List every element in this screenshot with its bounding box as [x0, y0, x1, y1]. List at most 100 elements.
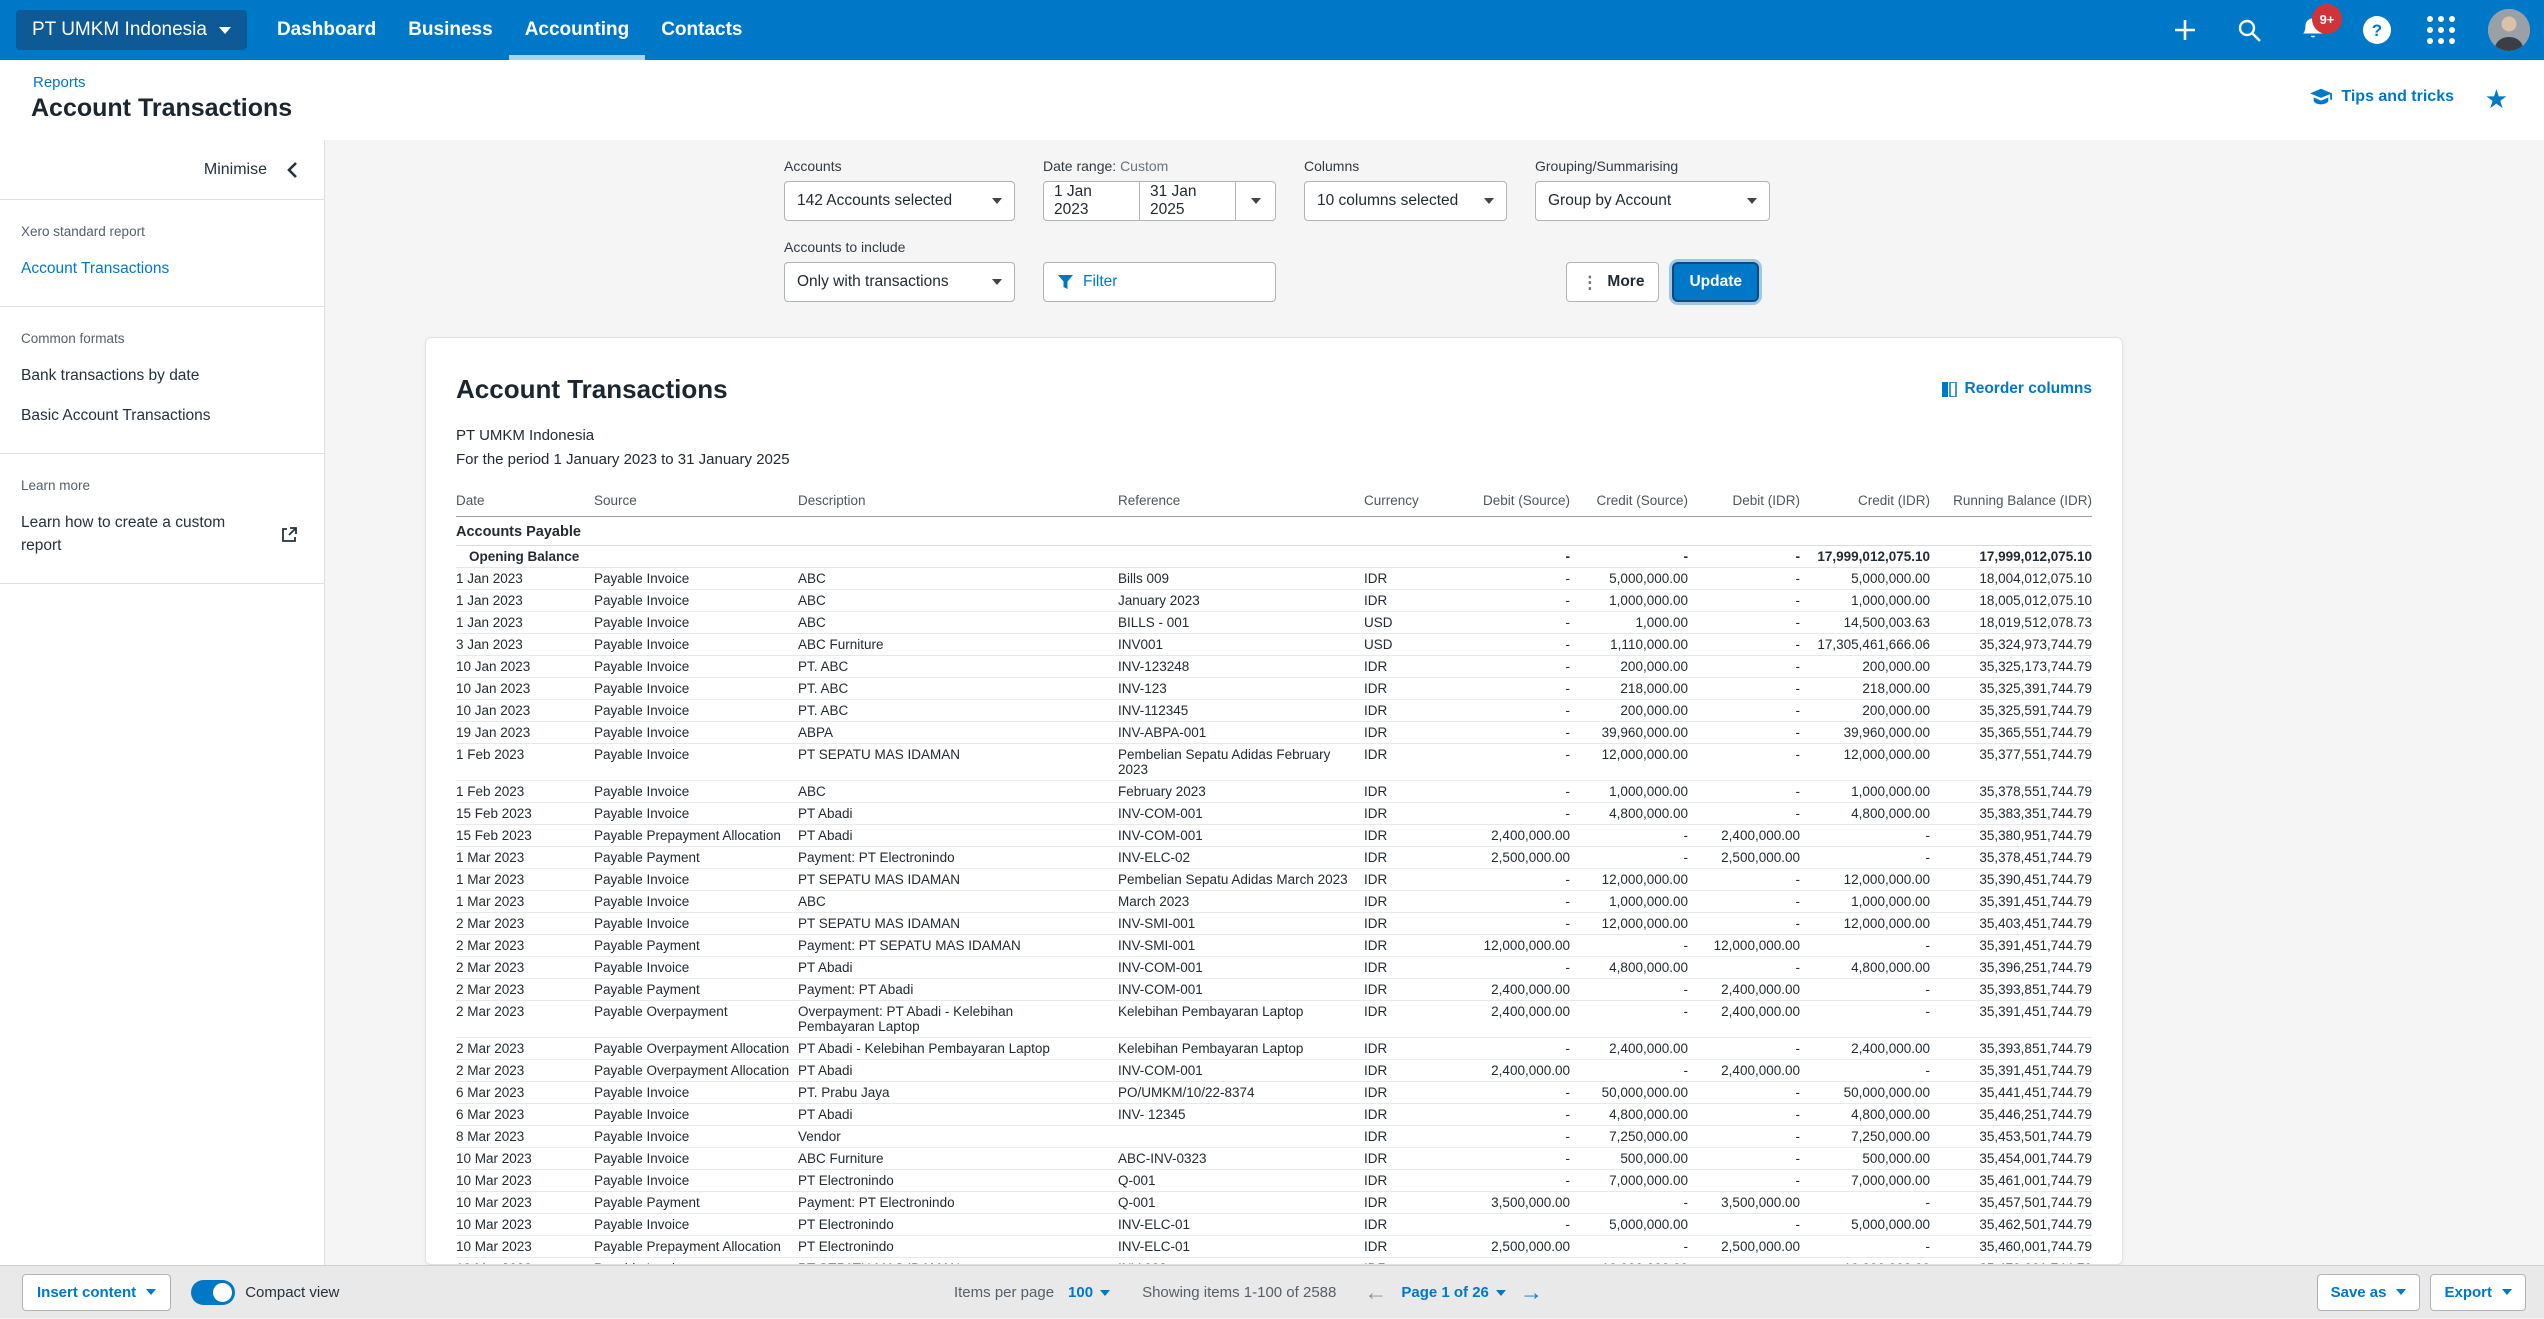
chevron-down-icon [1250, 198, 1261, 204]
more-button[interactable]: ⋮ More [1566, 262, 1660, 302]
cell-reference: INV- 12345 [1118, 1103, 1364, 1126]
cell-currency: IDR [1364, 1081, 1452, 1104]
cell-source: Payable Invoice [594, 912, 798, 935]
insert-content-button[interactable]: Insert content [22, 1273, 172, 1311]
grouping-select[interactable]: Group by Account [1535, 181, 1770, 221]
cell-running-balance: 35,324,973,744.79 [1930, 633, 2092, 656]
table-row[interactable]: 2 Mar 2023 Payable Invoice PT Abadi INV-… [456, 956, 2092, 979]
org-selector[interactable]: PT UMKM Indonesia [16, 10, 247, 50]
add-icon[interactable] [2168, 13, 2202, 47]
table-row[interactable]: 10 Mar 2023 Payable Invoice ABC Furnitur… [456, 1147, 2092, 1170]
table-row[interactable]: 2 Mar 2023 Payable Payment Payment: PT A… [456, 978, 2092, 1001]
col-header-credit-source[interactable]: Credit (Source) [1570, 488, 1688, 517]
date-range-dropdown[interactable] [1236, 181, 1276, 221]
table-row[interactable]: 2 Mar 2023 Payable Overpayment Overpayme… [456, 1000, 2092, 1038]
table-row[interactable]: 1 Feb 2023 Payable Invoice ABC February … [456, 780, 2092, 803]
columns-select[interactable]: 10 columns selected [1304, 181, 1507, 221]
items-per-page-select[interactable]: 100 [1068, 1284, 1111, 1301]
update-button[interactable]: Update [1672, 262, 1759, 302]
col-header-debit-idr[interactable]: Debit (IDR) [1688, 488, 1800, 517]
table-row[interactable]: 10 Jan 2023 Payable Invoice PT. ABC INV-… [456, 699, 2092, 722]
table-row[interactable]: 10 Mar 2023 Payable Invoice PT Electroni… [456, 1213, 2092, 1236]
cell-source: Payable Invoice [594, 780, 798, 803]
notifications-bell-icon[interactable]: 9+ [2296, 4, 2342, 47]
sidebar-item-learn-custom-report[interactable]: Learn how to create a custom report [21, 513, 226, 554]
table-row[interactable]: 19 Jan 2023 Payable Invoice ABPA INV-ABP… [456, 721, 2092, 744]
col-header-running-balance[interactable]: Running Balance (IDR) [1930, 488, 2092, 517]
table-row[interactable]: 6 Mar 2023 Payable Invoice PT Abadi INV-… [456, 1103, 2092, 1126]
favourite-star-icon[interactable]: ★ [2484, 84, 2508, 114]
table-row[interactable]: 6 Mar 2023 Payable Invoice PT. Prabu Jay… [456, 1081, 2092, 1104]
cell-debit-idr: - [1688, 780, 1800, 803]
main-nav: Dashboard Business Accounting Contacts [261, 0, 759, 60]
user-avatar[interactable] [2488, 9, 2530, 51]
date-to-input[interactable]: 31 Jan 2025 [1140, 181, 1236, 221]
reorder-columns-link[interactable]: Reorder columns [1941, 380, 2092, 398]
col-header-source[interactable]: Source [594, 488, 798, 517]
table-row[interactable]: 10 Mar 2023 Payable Payment Payment: PT … [456, 1191, 2092, 1214]
cell-credit-idr: 10,000,000.00 [1800, 1257, 1930, 1264]
cell-running-balance: 35,403,451,744.79 [1930, 912, 2092, 935]
table-row[interactable]: 1 Jan 2023 Payable Invoice ABC BILLS - 0… [456, 611, 2092, 634]
nav-item-accounting[interactable]: Accounting [508, 0, 646, 60]
sidebar-item-account-transactions[interactable]: Account Transactions [21, 260, 170, 277]
opening-balance-label: Opening Balance [456, 545, 1452, 568]
col-header-date[interactable]: Date [456, 488, 594, 517]
nav-item-contacts[interactable]: Contacts [661, 19, 743, 40]
table-row[interactable]: 1 Jan 2023 Payable Invoice ABC January 2… [456, 589, 2092, 612]
sidebar-heading: Xero standard report [21, 224, 145, 239]
table-row[interactable]: 3 Jan 2023 Payable Invoice ABC Furniture… [456, 633, 2092, 656]
table-row[interactable]: 10 Mar 2023 Payable Invoice PT Electroni… [456, 1169, 2092, 1192]
table-row[interactable]: 2 Mar 2023 Payable Payment Payment: PT S… [456, 934, 2092, 957]
cell-debit-idr: 2,500,000.00 [1688, 846, 1800, 869]
search-icon[interactable] [2232, 13, 2266, 47]
apps-grid-icon[interactable] [2424, 13, 2458, 47]
next-page-arrow[interactable]: → [1519, 1279, 1543, 1305]
table-row[interactable]: 2 Mar 2023 Payable Invoice PT SEPATU MAS… [456, 912, 2092, 935]
table-row[interactable]: 1 Mar 2023 Payable Invoice ABC March 202… [456, 890, 2092, 913]
col-header-credit-idr[interactable]: Credit (IDR) [1800, 488, 1930, 517]
save-as-button[interactable]: Save as [2316, 1273, 2421, 1311]
col-header-reference[interactable]: Reference [1118, 488, 1364, 517]
cell-currency: IDR [1364, 1169, 1452, 1192]
breadcrumb-reports[interactable]: Reports [33, 74, 86, 91]
sidebar-item-basic-account-transactions[interactable]: Basic Account Transactions [21, 406, 211, 424]
cell-running-balance: 18,005,012,075.10 [1930, 589, 2092, 612]
sidebar-minimise-button[interactable]: Minimise [0, 140, 324, 200]
cell-debit-idr: - [1688, 1125, 1800, 1148]
col-header-description[interactable]: Description [798, 488, 1118, 517]
nav-item-dashboard[interactable]: Dashboard [276, 19, 377, 40]
export-button[interactable]: Export [2430, 1273, 2526, 1311]
table-row[interactable]: 8 Mar 2023 Payable Invoice Vendor IDR - … [456, 1125, 2092, 1148]
table-row[interactable]: 10 Jan 2023 Payable Invoice PT. ABC INV-… [456, 677, 2092, 700]
table-row[interactable]: 10 Mar 2023 Payable Prepayment Allocatio… [456, 1235, 2092, 1258]
table-row[interactable]: 10 Jan 2023 Payable Invoice PT. ABC INV-… [456, 655, 2092, 678]
table-row[interactable]: 1 Feb 2023 Payable Invoice PT SEPATU MAS… [456, 743, 2092, 781]
col-header-currency[interactable]: Currency [1364, 488, 1452, 517]
cell-credit-source: 7,000,000.00 [1570, 1169, 1688, 1192]
nav-item-business[interactable]: Business [408, 19, 493, 40]
table-row[interactable]: 2 Mar 2023 Payable Overpayment Allocatio… [456, 1059, 2092, 1082]
date-from-input[interactable]: 1 Jan 2023 [1043, 181, 1140, 221]
page-select[interactable]: Page 1 of 26 [1401, 1284, 1506, 1301]
table-row[interactable]: 1 Jan 2023 Payable Invoice ABC Bills 009… [456, 567, 2092, 590]
cell-debit-idr: - [1688, 1213, 1800, 1236]
accounts-select[interactable]: 142 Accounts selected [784, 181, 1015, 221]
filter-button[interactable]: Filter [1043, 262, 1276, 302]
cell-description: PT SEPATU MAS IDAMAN [798, 868, 1118, 891]
table-row[interactable]: 15 Feb 2023 Payable Prepayment Allocatio… [456, 824, 2092, 847]
accounts-to-include-select[interactable]: Only with transactions [784, 262, 1015, 302]
tips-and-tricks-link[interactable]: Tips and tricks [2310, 88, 2454, 106]
help-icon[interactable]: ? [2360, 13, 2394, 47]
table-row[interactable]: 2 Mar 2023 Payable Overpayment Allocatio… [456, 1037, 2092, 1060]
table-row[interactable]: 1 Mar 2023 Payable Invoice PT SEPATU MAS… [456, 868, 2092, 891]
cell-debit-source: 2,500,000.00 [1452, 1235, 1570, 1258]
previous-page-arrow[interactable]: ← [1364, 1279, 1388, 1305]
compact-view-toggle[interactable] [191, 1279, 236, 1305]
table-row[interactable]: 15 Feb 2023 Payable Invoice PT Abadi INV… [456, 802, 2092, 825]
col-header-debit-source[interactable]: Debit (Source) [1452, 488, 1570, 517]
cell-date: 2 Mar 2023 [456, 978, 594, 1001]
sidebar-item-bank-transactions-by-date[interactable]: Bank transactions by date [21, 367, 200, 385]
table-row[interactable]: 1 Mar 2023 Payable Payment Payment: PT E… [456, 846, 2092, 869]
table-row[interactable]: 10 Mar 2023 Payable Invoice PT SEPATU MA… [456, 1257, 2092, 1264]
